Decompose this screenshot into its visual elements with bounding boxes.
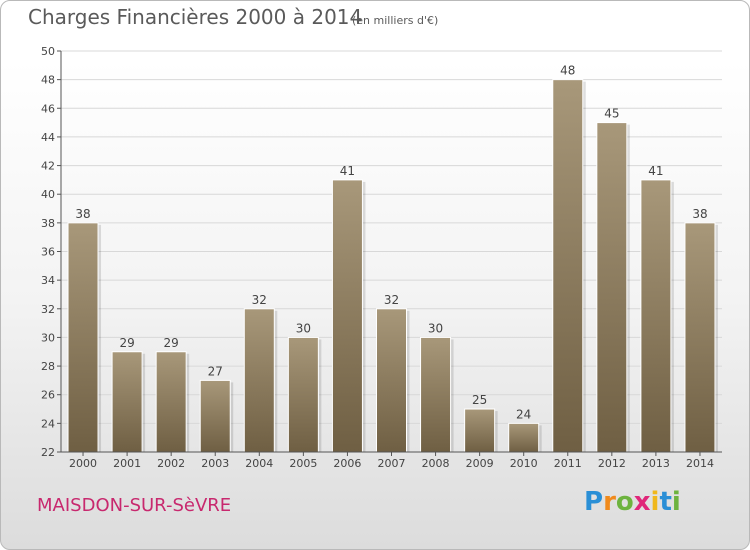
logo-letter: x: [633, 487, 651, 517]
y-tick-label: 28: [41, 360, 55, 373]
y-tick-label: 46: [41, 102, 55, 115]
bar: [464, 408, 496, 453]
data-label: 24: [516, 407, 531, 421]
axes: 22 24 26 28 30 32 34 36 38 40 42 44 46 48 50 2000 2001 20…: [41, 45, 722, 470]
bar: [287, 336, 319, 453]
y-tick-label: 32: [41, 303, 55, 316]
x-tick-label: 2008: [422, 457, 450, 470]
bar: [596, 122, 628, 453]
bar: [640, 179, 672, 453]
x-tick-label: 2009: [466, 457, 494, 470]
bar: [552, 79, 584, 453]
logo-letter: o: [615, 487, 634, 517]
logo-letter: t: [659, 487, 672, 517]
x-tick-label: 2004: [245, 457, 273, 470]
data-label: 41: [648, 164, 663, 178]
data-label: 48: [560, 64, 575, 78]
bar: [155, 351, 187, 453]
bar: [376, 308, 407, 453]
data-label: 38: [75, 207, 90, 221]
y-tick-label: 42: [41, 160, 55, 173]
x-tick-label: 2014: [686, 457, 714, 470]
logo-letter: P: [584, 487, 604, 517]
x-tick-label: 2002: [157, 457, 185, 470]
y-tick-label: 22: [41, 446, 55, 459]
y-tick-label: 24: [41, 417, 55, 430]
x-tick-label: 2010: [510, 457, 538, 470]
y-tick-label: 36: [41, 246, 55, 259]
data-label: 25: [472, 393, 487, 407]
bar: [684, 222, 716, 453]
proxiti-logo[interactable]: Proxiti: [584, 487, 681, 517]
x-tick-label: 2006: [333, 457, 361, 470]
x-tick-label: 2000: [69, 457, 97, 470]
data-label: 41: [340, 164, 355, 178]
y-tick-label: 38: [41, 217, 55, 230]
y-tick-label: 30: [41, 331, 55, 344]
y-tick-label: 44: [41, 131, 55, 144]
x-tick-label: 2011: [554, 457, 582, 470]
data-label: 30: [428, 321, 443, 335]
logo-letter: i: [650, 487, 660, 517]
bar: [243, 308, 275, 453]
bar: [111, 351, 143, 453]
y-tick-label: 50: [41, 45, 55, 58]
data-label: 45: [604, 107, 619, 121]
x-tick-label: 2005: [289, 457, 317, 470]
data-label: 30: [296, 321, 311, 335]
data-label: 32: [384, 293, 399, 307]
bars: 38 29 29 27 32 30 41 32 30 25 24 48 45 41 38: [67, 64, 718, 453]
y-tick-label: 34: [41, 274, 55, 287]
bar: [199, 379, 231, 453]
data-label: 27: [208, 364, 223, 378]
x-tick-label: 2013: [642, 457, 670, 470]
data-label: 29: [164, 336, 179, 350]
data-label: 38: [692, 207, 707, 221]
bar: [67, 222, 99, 453]
commune-name: MAISDON-SUR-SèVRE: [37, 495, 232, 516]
logo-letter: r: [603, 487, 616, 517]
data-label: 29: [119, 336, 134, 350]
y-tick-label: 48: [41, 74, 55, 87]
y-tick-label: 40: [41, 188, 55, 201]
y-tick-label: 26: [41, 389, 55, 402]
data-label: 32: [252, 293, 267, 307]
x-tick-label: 2012: [598, 457, 626, 470]
chart-subtitle: (en milliers d'€): [352, 14, 439, 27]
bar: [508, 422, 540, 453]
x-tick-label: 2007: [378, 457, 406, 470]
bar: [331, 179, 363, 453]
chart-title: Charges Financières 2000 à 2014: [28, 5, 363, 29]
x-tick-label: 2003: [201, 457, 229, 470]
x-tick-label: 2001: [113, 457, 141, 470]
bar: [420, 336, 452, 453]
logo-letter: i: [671, 487, 681, 517]
